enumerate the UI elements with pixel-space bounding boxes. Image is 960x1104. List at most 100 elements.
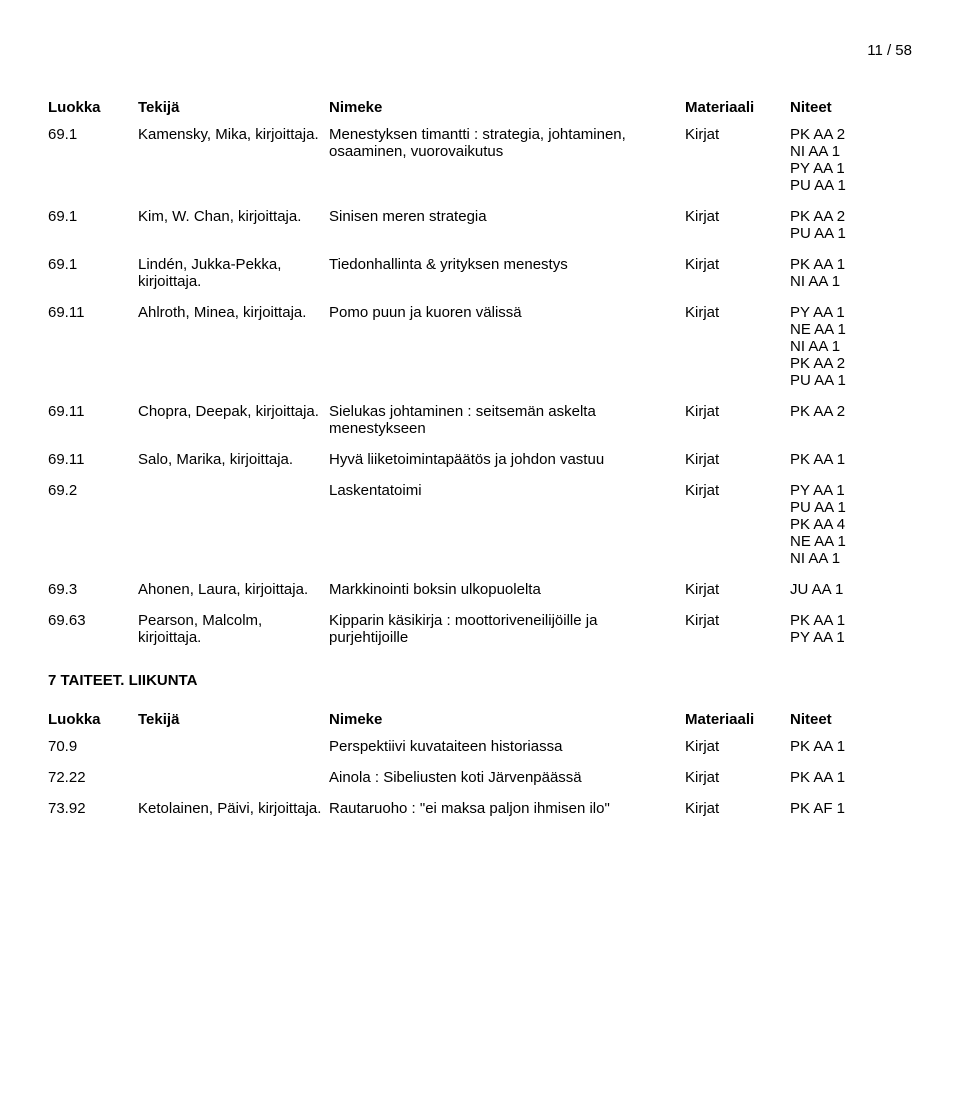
niteet-line: PY AA 1 [790, 629, 895, 646]
cell-nimeke: Ainola : Sibeliusten koti Järvenpäässä [329, 769, 685, 786]
table-row: 69.3Ahonen, Laura, kirjoittaja.Markkinoi… [48, 581, 912, 598]
cell-niteet: PK AA 1PY AA 1 [790, 612, 895, 646]
table-body-1: 69.1Kamensky, Mika, kirjoittaja.Menestyk… [48, 126, 912, 646]
cell-luokka: 69.11 [48, 403, 138, 420]
cell-materiaali: Kirjat [685, 256, 790, 273]
cell-tekija: Ketolainen, Päivi, kirjoittaja. [138, 800, 329, 817]
section-title: 7 TAITEET. LIIKUNTA [48, 672, 912, 689]
cell-luokka: 69.1 [48, 126, 138, 143]
cell-tekija: Lindén, Jukka-Pekka, kirjoittaja. [138, 256, 329, 290]
cell-niteet: JU AA 1 [790, 581, 895, 598]
header-niteet: Niteet [790, 711, 895, 728]
table-row: 69.63Pearson, Malcolm, kirjoittaja.Kippa… [48, 612, 912, 646]
table-row: 70.9 Perspektiivi kuvataiteen historiassa… [48, 738, 912, 755]
cell-nimeke: Kipparin käsikirja : moottoriveneilijöil… [329, 612, 685, 646]
niteet-line: PK AA 2 [790, 208, 895, 225]
cell-niteet: PK AA 2NI AA 1PY AA 1PU AA 1 [790, 126, 895, 194]
cell-luokka: 70.9 [48, 738, 138, 755]
cell-nimeke: Rautaruoho : "ei maksa paljon ihmisen il… [329, 800, 685, 817]
cell-luokka: 69.2 [48, 482, 138, 499]
cell-materiaali: Kirjat [685, 208, 790, 225]
table-row: 69.11Chopra, Deepak, kirjoittaja.Sieluka… [48, 403, 912, 437]
niteet-line: PK AA 2 [790, 403, 895, 420]
cell-niteet: PK AF 1 [790, 800, 895, 817]
cell-tekija: Chopra, Deepak, kirjoittaja. [138, 403, 329, 420]
niteet-line: PK AA 1 [790, 612, 895, 629]
niteet-line: NE AA 1 [790, 533, 895, 550]
cell-materiaali: Kirjat [685, 581, 790, 598]
header-materiaali: Materiaali [685, 711, 790, 728]
cell-materiaali: Kirjat [685, 612, 790, 629]
table-row: 69.1Kamensky, Mika, kirjoittaja.Menestyk… [48, 126, 912, 194]
table-row: 69.2 LaskentatoimiKirjatPY AA 1PU AA 1PK … [48, 482, 912, 567]
cell-luokka: 69.3 [48, 581, 138, 598]
cell-niteet: PY AA 1NE AA 1NI AA 1PK AA 2PU AA 1 [790, 304, 895, 389]
header-luokka: Luokka [48, 711, 138, 728]
table-row: 73.92Ketolainen, Päivi, kirjoittaja.Raut… [48, 800, 912, 817]
cell-tekija: Pearson, Malcolm, kirjoittaja. [138, 612, 329, 646]
table-row: 69.11Ahlroth, Minea, kirjoittaja.Pomo pu… [48, 304, 912, 389]
niteet-line: PK AA 2 [790, 126, 895, 143]
niteet-line: PY AA 1 [790, 482, 895, 499]
niteet-line: PK AA 2 [790, 355, 895, 372]
niteet-line: NI AA 1 [790, 143, 895, 160]
table-header: Luokka Tekijä Nimeke Materiaali Niteet [48, 99, 912, 116]
cell-tekija: Ahlroth, Minea, kirjoittaja. [138, 304, 329, 321]
cell-tekija: Kamensky, Mika, kirjoittaja. [138, 126, 329, 143]
header-luokka: Luokka [48, 99, 138, 116]
header-tekija: Tekijä [138, 711, 329, 728]
niteet-line: PU AA 1 [790, 499, 895, 516]
niteet-line: PK AA 1 [790, 738, 895, 755]
cell-luokka: 69.63 [48, 612, 138, 629]
cell-luokka: 69.1 [48, 208, 138, 225]
cell-materiaali: Kirjat [685, 304, 790, 321]
cell-tekija: Salo, Marika, kirjoittaja. [138, 451, 329, 468]
cell-nimeke: Sielukas johtaminen : seitsemän askelta … [329, 403, 685, 437]
cell-materiaali: Kirjat [685, 451, 790, 468]
niteet-line: NE AA 1 [790, 321, 895, 338]
cell-materiaali: Kirjat [685, 482, 790, 499]
cell-luokka: 69.11 [48, 451, 138, 468]
cell-luokka: 69.1 [48, 256, 138, 273]
header-niteet: Niteet [790, 99, 895, 116]
cell-materiaali: Kirjat [685, 738, 790, 755]
niteet-line: PK AA 4 [790, 516, 895, 533]
niteet-line: NI AA 1 [790, 550, 895, 567]
cell-nimeke: Menestyksen timantti : strategia, johtam… [329, 126, 685, 160]
cell-nimeke: Laskentatoimi [329, 482, 685, 499]
niteet-line: PK AA 1 [790, 256, 895, 273]
cell-niteet: PK AA 1NI AA 1 [790, 256, 895, 290]
cell-nimeke: Perspektiivi kuvataiteen historiassa [329, 738, 685, 755]
cell-materiaali: Kirjat [685, 126, 790, 143]
cell-tekija: Kim, W. Chan, kirjoittaja. [138, 208, 329, 225]
cell-niteet: PK AA 1 [790, 769, 895, 786]
header-tekija: Tekijä [138, 99, 329, 116]
niteet-line: PU AA 1 [790, 225, 895, 242]
cell-tekija: Ahonen, Laura, kirjoittaja. [138, 581, 329, 598]
niteet-line: PK AF 1 [790, 800, 895, 817]
cell-nimeke: Hyvä liiketoimintapäätös ja johdon vastu… [329, 451, 685, 468]
cell-niteet: PK AA 1 [790, 451, 895, 468]
header-nimeke: Nimeke [329, 711, 685, 728]
table-header-2: Luokka Tekijä Nimeke Materiaali Niteet [48, 711, 912, 728]
cell-nimeke: Markkinointi boksin ulkopuolelta [329, 581, 685, 598]
niteet-line: NI AA 1 [790, 273, 895, 290]
cell-luokka: 69.11 [48, 304, 138, 321]
header-nimeke: Nimeke [329, 99, 685, 116]
header-materiaali: Materiaali [685, 99, 790, 116]
cell-niteet: PY AA 1PU AA 1PK AA 4NE AA 1NI AA 1 [790, 482, 895, 567]
cell-nimeke: Pomo puun ja kuoren välissä [329, 304, 685, 321]
niteet-line: PK AA 1 [790, 451, 895, 468]
cell-materiaali: Kirjat [685, 403, 790, 420]
table-body-2: 70.9 Perspektiivi kuvataiteen historiassa… [48, 738, 912, 817]
cell-nimeke: Sinisen meren strategia [329, 208, 685, 225]
cell-niteet: PK AA 2PU AA 1 [790, 208, 895, 242]
cell-luokka: 73.92 [48, 800, 138, 817]
table-row: 69.11Salo, Marika, kirjoittaja.Hyvä liik… [48, 451, 912, 468]
niteet-line: PY AA 1 [790, 304, 895, 321]
cell-materiaali: Kirjat [685, 769, 790, 786]
niteet-line: PY AA 1 [790, 160, 895, 177]
table-row: 72.22 Ainola : Sibeliusten koti Järvenpää… [48, 769, 912, 786]
niteet-line: PK AA 1 [790, 769, 895, 786]
cell-luokka: 72.22 [48, 769, 138, 786]
